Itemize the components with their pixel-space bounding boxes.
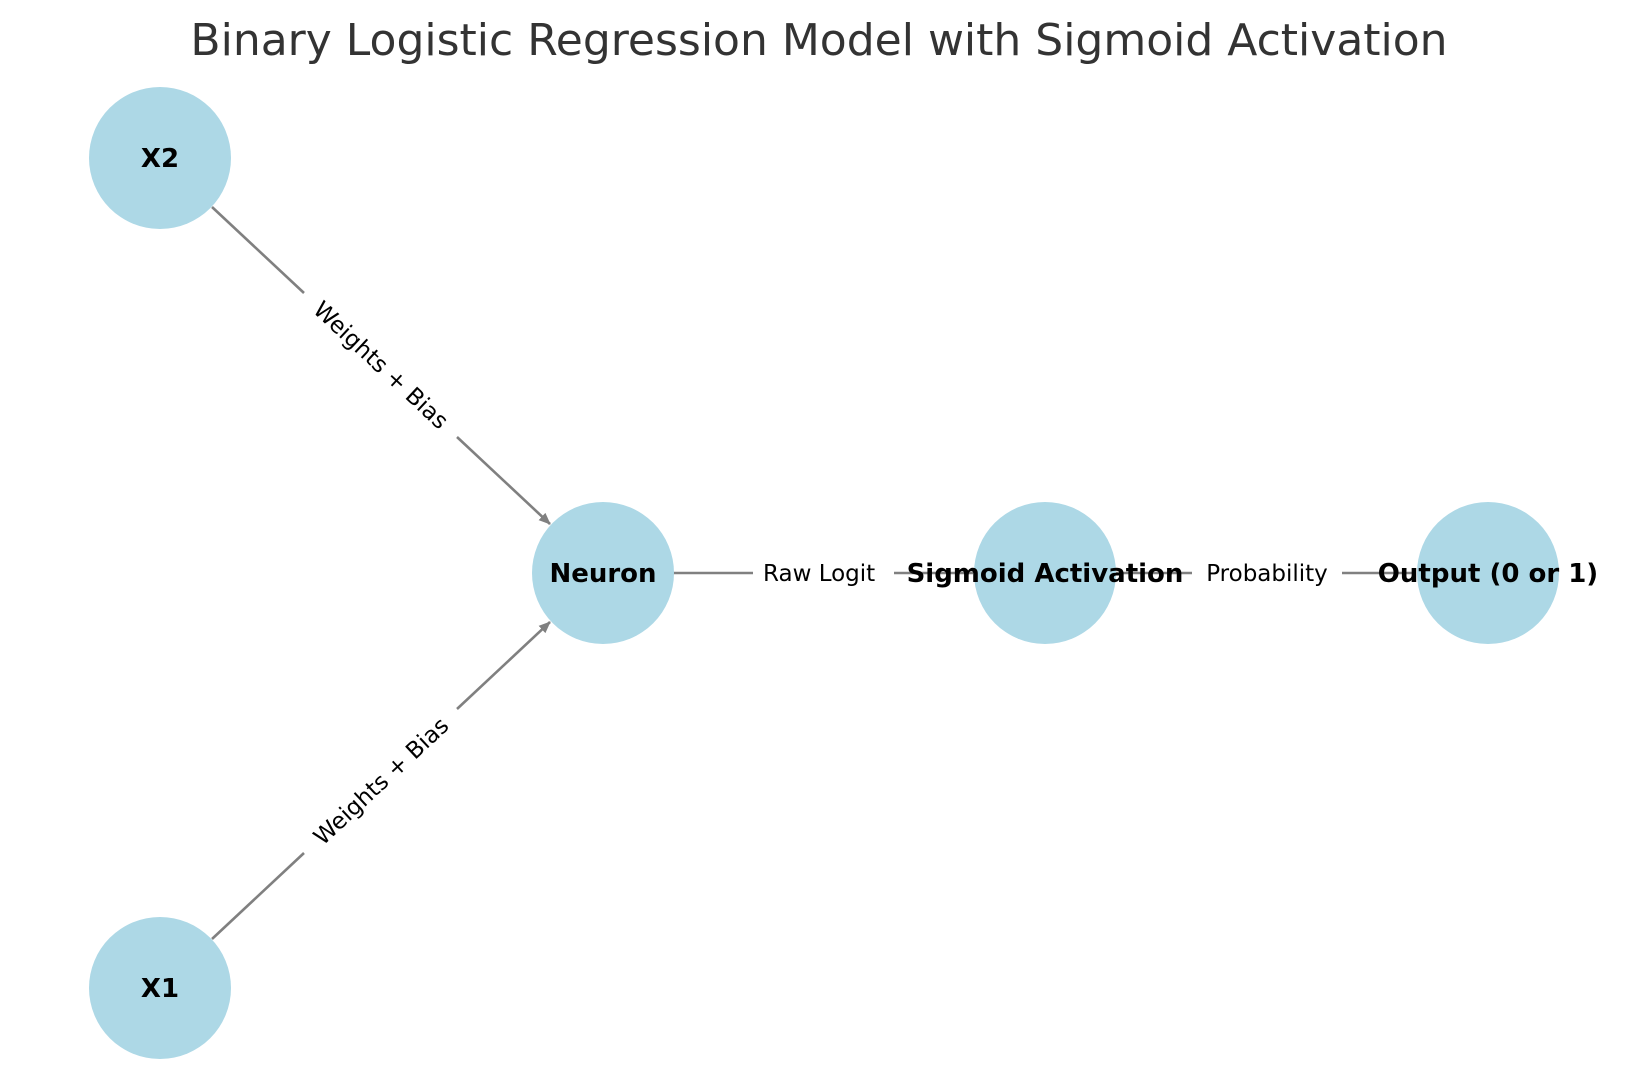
node-output <box>1417 502 1559 644</box>
node-label-sigmoid-activation: Sigmoid Activation <box>907 559 1184 589</box>
node-x1 <box>89 917 231 1059</box>
edge-x1-to-neuron-arrow <box>456 621 551 710</box>
node-x2 <box>89 87 231 229</box>
node-label-output: Output (0 or 1) <box>1378 559 1598 589</box>
node-sigmoid-activation <box>974 502 1116 644</box>
node-label-x2: X2 <box>141 144 179 174</box>
edge-x2-to-neuron <box>211 206 305 294</box>
diagram-title: Binary Logistic Regression Model with Si… <box>190 15 1447 66</box>
node-neuron <box>532 502 674 644</box>
node-labels: X2 X1 Neuron Sigmoid Activation Output (… <box>141 144 1598 1004</box>
edge-label-x2-neuron: Weights + Bias <box>308 297 453 435</box>
edge-label-neuron-sigmoid: Raw Logit <box>763 561 875 587</box>
edge-x2-to-neuron-arrow <box>456 436 551 525</box>
node-label-x1: X1 <box>141 974 179 1004</box>
edge-label-sigmoid-output: Probability <box>1206 561 1328 587</box>
edges <box>211 206 1416 940</box>
node-label-neuron: Neuron <box>549 559 656 589</box>
edge-label-x1-neuron: Weights + Bias <box>309 713 454 851</box>
edge-x1-to-neuron <box>211 852 305 940</box>
nodes <box>89 87 1559 1059</box>
